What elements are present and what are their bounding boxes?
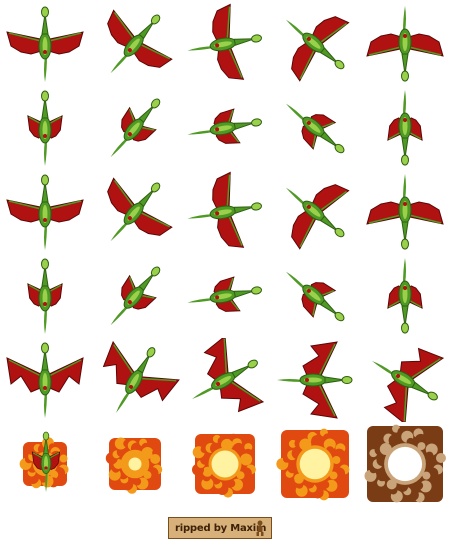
explosion-frame (0, 422, 90, 506)
explosion-frame (90, 422, 180, 506)
dragon-frame (360, 170, 450, 254)
dragon-frame (90, 338, 180, 422)
dragon-frame (0, 338, 90, 422)
dragon-frame (180, 2, 270, 86)
dragon-sprite (285, 103, 345, 154)
dragon-sprite (187, 108, 262, 144)
dragon-frame (180, 254, 270, 338)
dragon-frame (0, 170, 90, 254)
dragon-sprite (107, 9, 173, 74)
dragon-sprite (387, 90, 423, 166)
dragon-frame (90, 170, 180, 254)
dragon-frame (270, 86, 360, 170)
dragon-sprite (277, 341, 353, 419)
dragon-frame (180, 86, 270, 170)
dragon-sprite (285, 271, 345, 322)
dragon-sprite (6, 6, 84, 82)
dragon-sprite (366, 174, 444, 250)
dragon-sprite (192, 338, 265, 413)
dragon-sprite (110, 98, 161, 158)
dragon-frame (360, 86, 450, 170)
dragon-frame (0, 86, 90, 170)
dragon-sprite (27, 90, 63, 166)
dragon-sprite (387, 258, 423, 334)
dragon-sprite (187, 171, 262, 248)
explosion-frame (180, 422, 270, 506)
explosion-sprite (364, 424, 446, 503)
dragon-sprite (27, 258, 63, 334)
dragon-sprite (372, 347, 445, 422)
dragon-sprite (6, 342, 84, 418)
dragon-frame (270, 2, 360, 86)
explosion-frame (360, 422, 450, 506)
dragon-sprite (102, 340, 180, 413)
explosion-frame (270, 422, 360, 506)
dragon-sprite (285, 16, 350, 82)
dragon-frame (0, 2, 90, 86)
explosion-sprite (192, 433, 256, 498)
credit-text: ripped by Maxim (175, 522, 267, 534)
dragon-frame (90, 86, 180, 170)
dragon-sprite (366, 6, 444, 82)
credit-badge: ripped by Maxim (168, 517, 272, 539)
explosion-sprite (276, 428, 350, 501)
explosion-sprite (19, 431, 69, 492)
explosion-sprite (105, 437, 163, 494)
dragon-frame (360, 254, 450, 338)
dragon-sprite (107, 177, 173, 242)
dragon-sprite (187, 3, 262, 80)
dragon-frame (270, 338, 360, 422)
dragon-frame (90, 2, 180, 86)
dragon-sprite (187, 276, 262, 312)
dragon-frame (90, 254, 180, 338)
dragon-frame (0, 254, 90, 338)
dragon-frame (180, 170, 270, 254)
dragon-frame (270, 254, 360, 338)
figure-icon (256, 520, 264, 536)
dragon-frame (270, 170, 360, 254)
dragon-sprite (110, 266, 161, 326)
dragon-sprite (285, 184, 350, 250)
dragon-frame (180, 338, 270, 422)
dragon-sprite (6, 174, 84, 250)
dragon-frame (360, 338, 450, 422)
dragon-frame (360, 2, 450, 86)
